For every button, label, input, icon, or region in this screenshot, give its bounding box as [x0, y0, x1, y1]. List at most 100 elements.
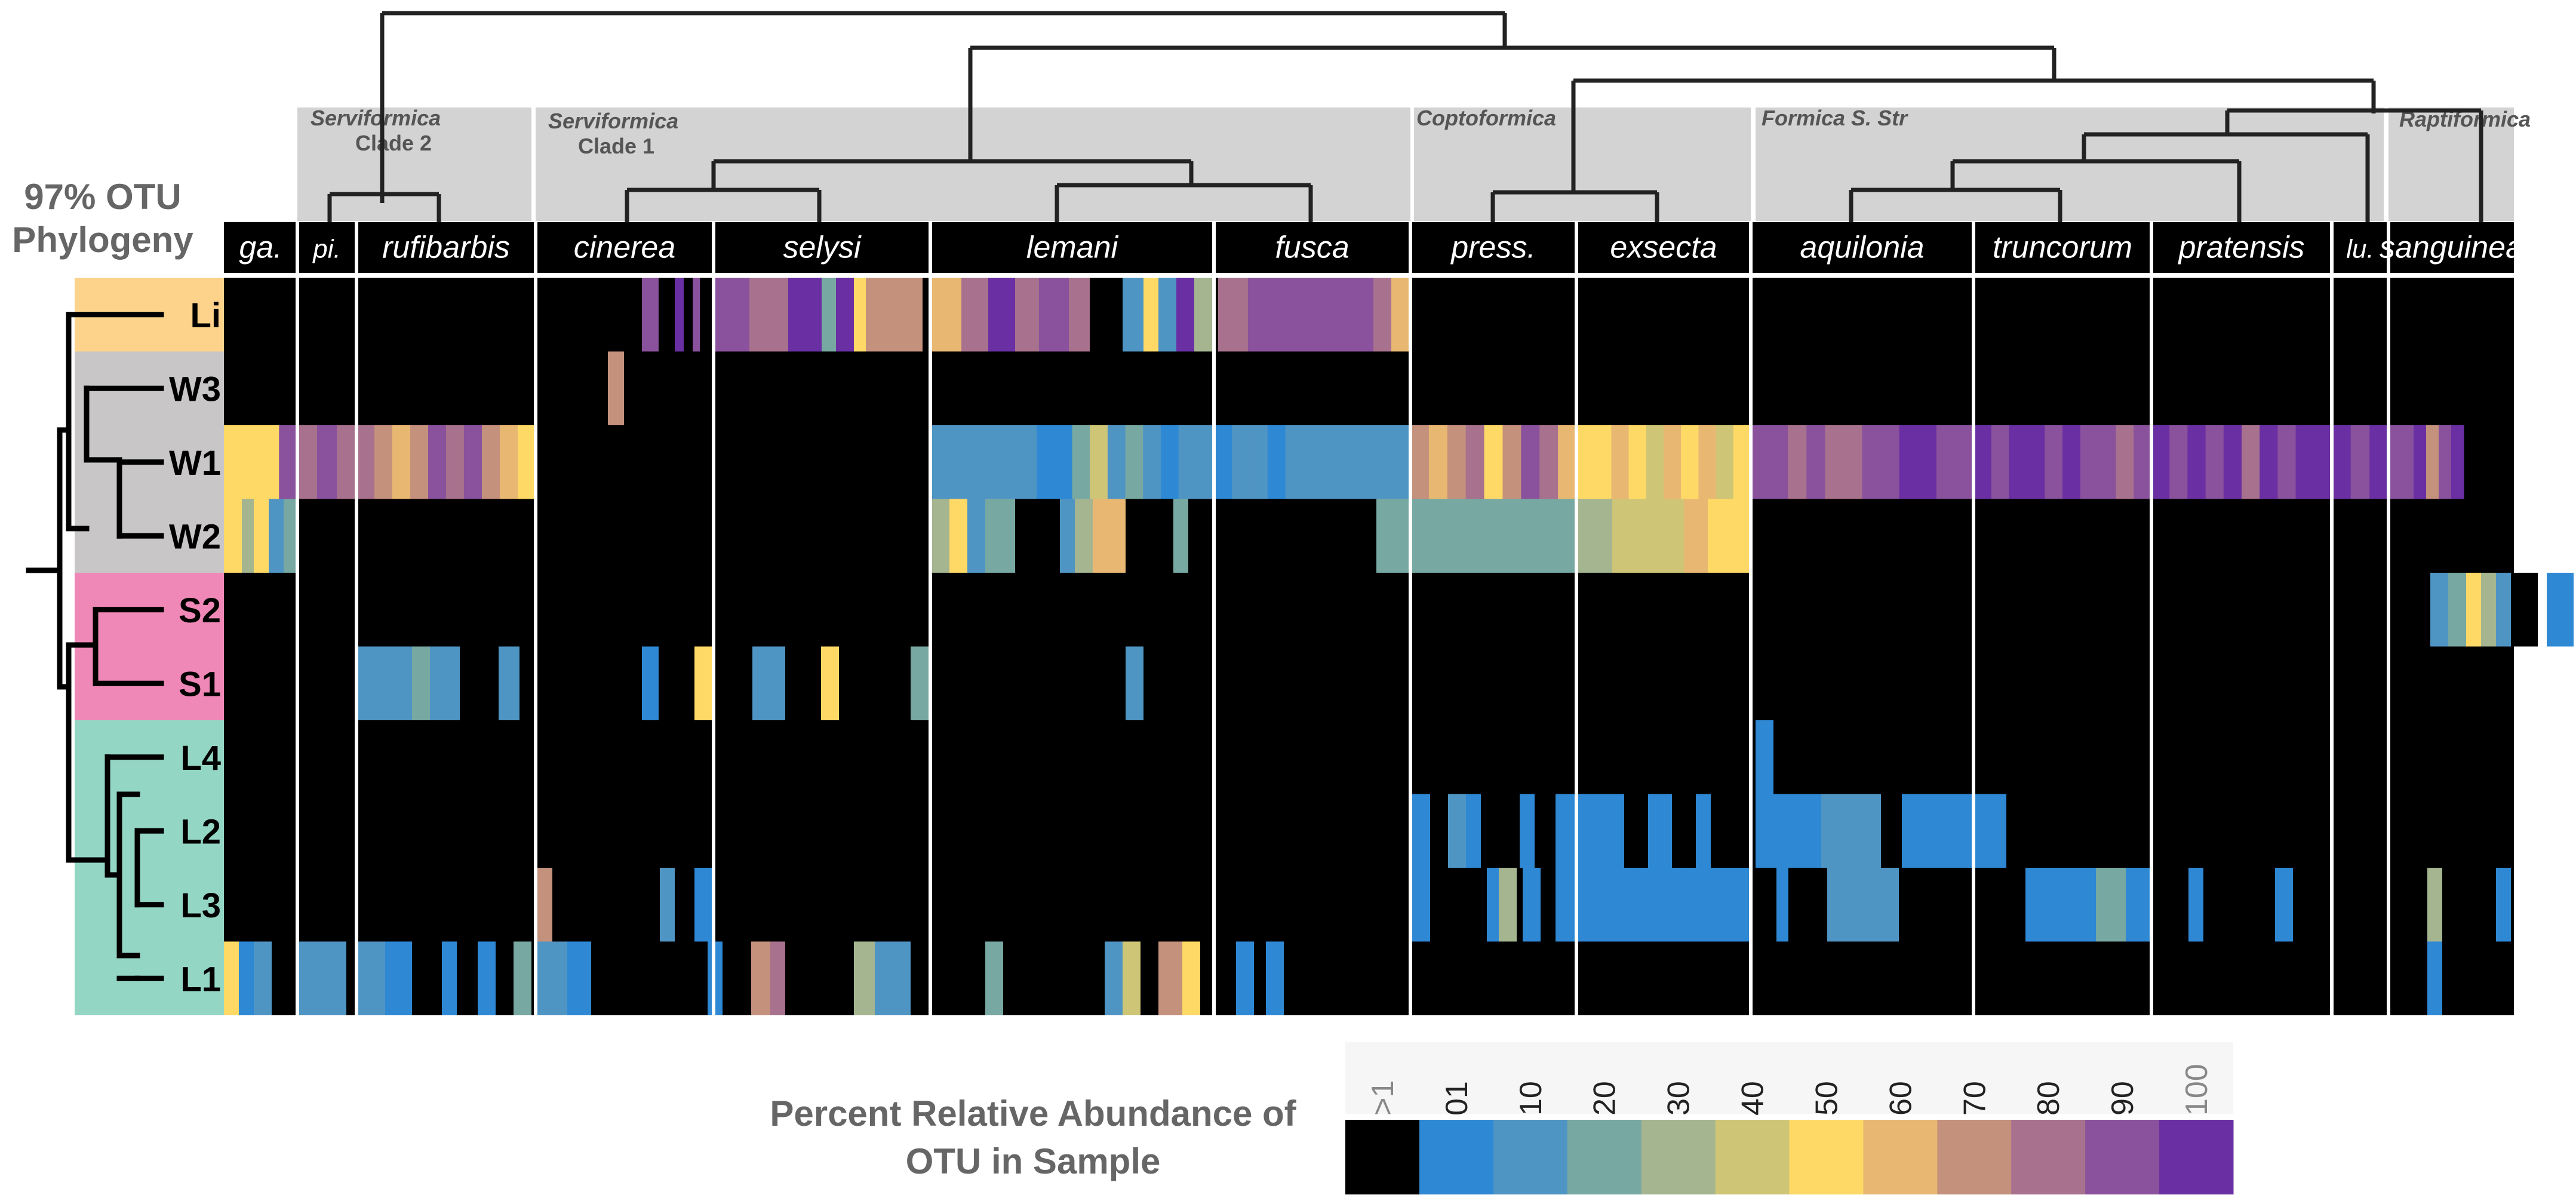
heatmap-cell	[988, 278, 1015, 352]
otu-phylogeny-tree	[26, 312, 164, 981]
heatmap-cell	[930, 499, 949, 573]
species-header-label: press.	[1450, 231, 1536, 265]
heatmap-cell	[1917, 425, 1937, 499]
heatmap-cell	[1843, 425, 1862, 499]
heatmap-cell	[1902, 794, 2006, 868]
legend-title-line: OTU in Sample	[906, 1141, 1161, 1181]
phylogeny-label-line: Phylogeny	[12, 220, 193, 260]
heatmap-cell	[374, 425, 393, 499]
heatmap-cell	[482, 425, 500, 499]
legend-tick-band	[1345, 1042, 2233, 1114]
heatmap-cell	[1039, 278, 1069, 352]
heatmap-cell	[2277, 425, 2297, 499]
legend-tick-label: 40	[1736, 1081, 1770, 1116]
heatmap-cell	[260, 425, 279, 499]
species-header-label: aquilonia	[1800, 231, 1924, 265]
heatmap-cell	[1249, 425, 1268, 499]
heatmap-cell	[1248, 278, 1314, 352]
heatmap-cell	[1173, 499, 1188, 573]
heatmap-cell	[1158, 278, 1176, 352]
heatmap-cell	[239, 941, 254, 1015]
heatmap-cell	[2205, 425, 2224, 499]
heatmap-cell	[1214, 425, 1232, 499]
heatmap-cell	[1499, 868, 1517, 942]
heatmap-cell	[1015, 278, 1039, 352]
heatmap-cell	[2098, 425, 2116, 499]
heatmap-cell	[1821, 794, 1881, 868]
heatmap-cell	[2062, 425, 2081, 499]
heatmap-cell	[1236, 941, 1254, 1015]
heatmap-cell	[2511, 573, 2538, 647]
heatmap-cell	[1357, 425, 1375, 499]
heatmap-cell	[1410, 425, 1430, 499]
heatmap-cell	[1448, 794, 1466, 868]
heatmap-cell	[1594, 425, 1612, 499]
heatmap-cell	[1936, 425, 1956, 499]
heatmap-cell	[464, 425, 482, 499]
otu-label: L3	[180, 886, 221, 925]
heatmap-cell	[2169, 425, 2188, 499]
heatmap-cell	[284, 499, 297, 573]
heatmap-cell	[1123, 941, 1141, 1015]
clade-label: Serviformica	[548, 109, 678, 133]
species-header-box	[2151, 222, 2332, 273]
heatmap-cell	[751, 941, 770, 1015]
legend-swatch	[1493, 1120, 1568, 1194]
species-header-box	[1410, 222, 1576, 273]
heatmap-cell	[1628, 425, 1647, 499]
heatmap-cell	[2045, 425, 2063, 499]
otu-row-labels: Li W3 W1 W2 S2 S1 L4 L2 L3 L1	[169, 296, 221, 999]
clade-label: Coptoformica	[1416, 106, 1556, 130]
heatmap-cell	[1412, 868, 1430, 942]
heatmap-cell	[297, 425, 318, 499]
heatmap-cell	[694, 868, 714, 942]
heatmap-cell	[1391, 278, 1409, 352]
clade-label: Clade 1	[578, 134, 654, 158]
otu-label: W2	[169, 517, 221, 556]
heatmap-cell	[2466, 573, 2481, 647]
legend-tick-label: 20	[1588, 1081, 1622, 1116]
heatmap-cell	[242, 499, 254, 573]
heatmap-row-bg	[224, 646, 2514, 720]
clade-background	[2389, 108, 2514, 221]
species-header-label: exsecta	[1610, 231, 1717, 265]
heatmap-cell	[1733, 425, 1751, 499]
heatmap-cell	[224, 941, 239, 1015]
heatmap-cell	[1520, 794, 1535, 868]
heatmap-cell	[1373, 278, 1391, 352]
species-header-label: lu.	[2346, 235, 2374, 264]
heatmap-cell	[1376, 499, 1410, 573]
heatmap-cell	[966, 425, 984, 499]
heatmap-cell	[1862, 425, 1882, 499]
heatmap-cell	[1375, 425, 1393, 499]
heatmap-cell	[412, 646, 430, 720]
legend-tick-label: 100	[2180, 1064, 2214, 1116]
heatmap-cell	[2025, 868, 2096, 942]
heatmap-cell	[1037, 425, 1055, 499]
heatmap-cell	[1428, 425, 1448, 499]
species-header-label: ga.	[239, 231, 282, 265]
heatmap-cell	[2369, 425, 2389, 499]
heatmap-cell	[446, 425, 465, 499]
heatmap-cell	[1648, 794, 1672, 868]
species-header-label: sanguinea	[2380, 231, 2523, 265]
heatmap-cell	[1075, 499, 1093, 573]
heatmap-cell	[1054, 425, 1072, 499]
otu-label: L4	[180, 739, 221, 778]
otu-group-band	[75, 720, 224, 1015]
heatmap-cell	[948, 425, 966, 499]
heatmap-cell	[961, 278, 988, 352]
heatmap-cell	[358, 941, 385, 1015]
heatmap-cell	[930, 278, 961, 352]
heatmap-cell	[608, 351, 624, 425]
heatmap-cell	[985, 499, 1015, 573]
heatmap-cell	[2313, 425, 2332, 499]
heatmap-cell	[911, 646, 929, 720]
otu-label: Li	[190, 296, 221, 335]
heatmap-cell	[675, 278, 684, 352]
heatmap-cell	[1194, 278, 1213, 352]
legend-swatch	[1937, 1120, 2012, 1194]
clade-background	[1414, 108, 1751, 221]
heatmap-cell	[1093, 499, 1126, 573]
heatmap-cell	[2187, 425, 2206, 499]
